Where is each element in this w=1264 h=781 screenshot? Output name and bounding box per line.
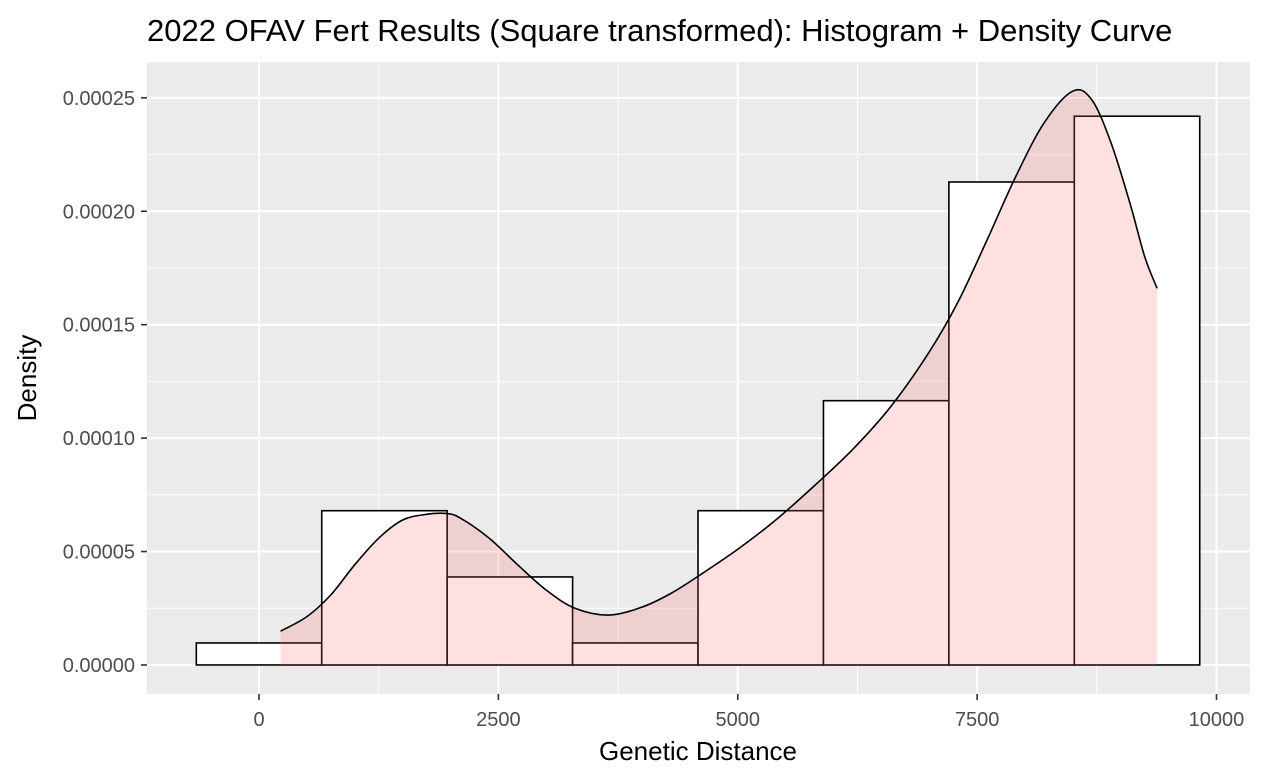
histogram-bar	[446, 576, 574, 666]
x-tick-label: 7500	[955, 709, 1000, 731]
histogram-bar	[697, 509, 825, 666]
y-tick-label: 0.00010	[63, 428, 135, 450]
x-tick-label: 5000	[716, 709, 761, 731]
y-tick-label: 0.00005	[63, 542, 135, 564]
x-tick-label: 10000	[1189, 709, 1245, 731]
histogram-bar	[822, 399, 950, 666]
histogram-bars	[195, 115, 1201, 666]
y-tick-label: 0.00025	[63, 88, 135, 110]
x-tick-label: 2500	[476, 709, 521, 731]
x-axis-title: Genetic Distance	[599, 736, 797, 766]
density-curve	[280, 88, 1158, 632]
chart-title: 2022 OFAV Fert Results (Square transform…	[147, 13, 1172, 48]
density-area	[280, 89, 1158, 665]
histogram-bar	[320, 509, 448, 666]
histogram-bar	[948, 181, 1076, 666]
y-tick-label: 0.00000	[63, 655, 135, 677]
x-tick-label: 0	[253, 709, 264, 731]
y-tick-label: 0.00020	[63, 201, 135, 223]
y-tick-label: 0.00015	[63, 315, 135, 337]
x-axis: 0 2500 5000 7500 10000	[253, 694, 1244, 731]
y-axis: 0.00000 0.00005 0.00010 0.00015 0.00020 0.000…	[63, 88, 147, 677]
y-axis-title: Density	[12, 335, 42, 422]
histogram-bar	[1073, 115, 1201, 666]
